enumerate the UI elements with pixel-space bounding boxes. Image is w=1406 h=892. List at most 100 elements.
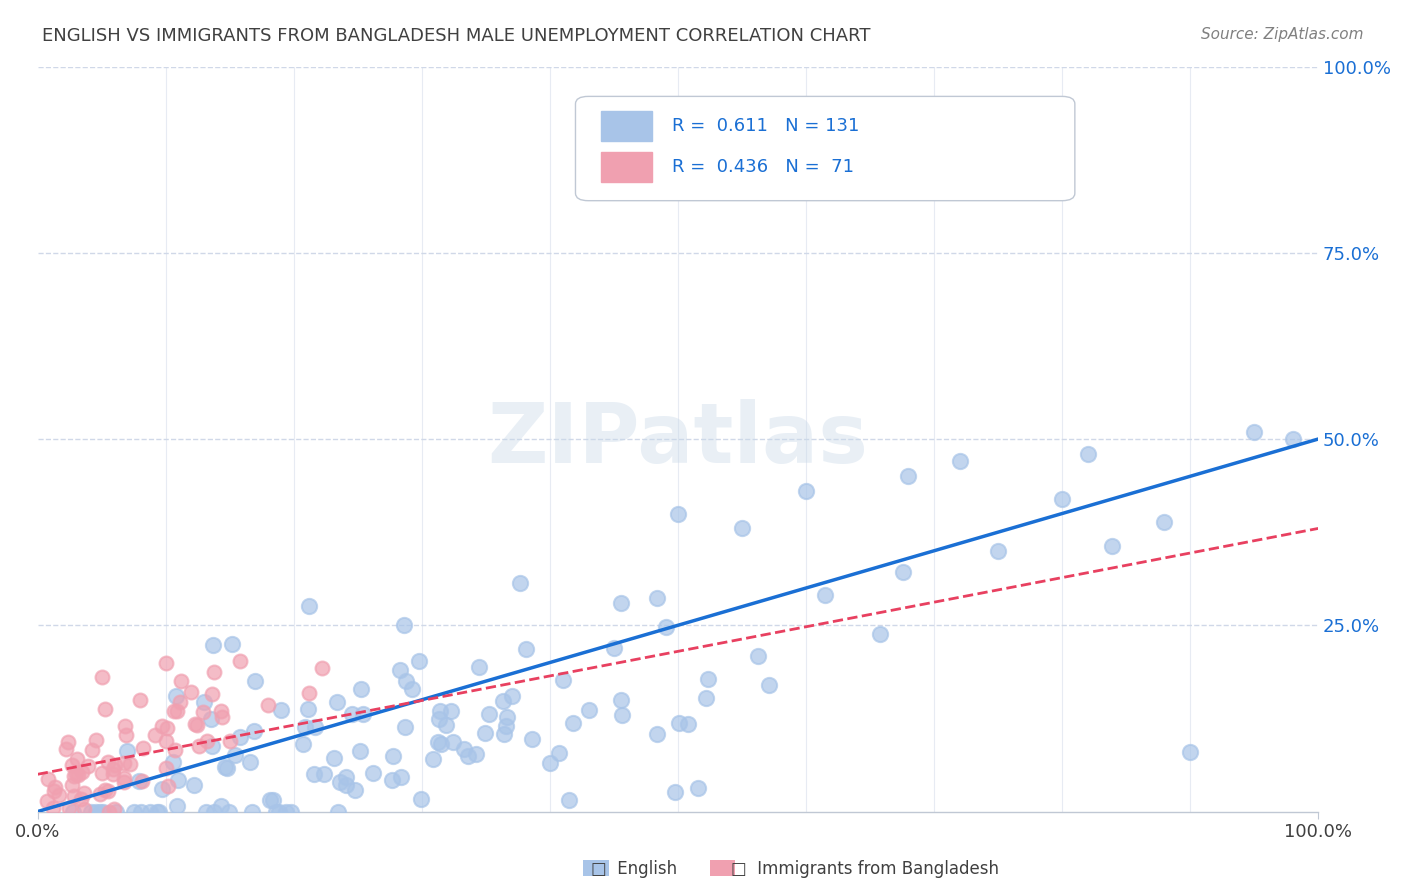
Immigrants from Bangladesh bbox=[163, 704, 186, 718]
English bbox=[496, 710, 519, 724]
English bbox=[259, 793, 281, 807]
English bbox=[302, 767, 325, 781]
English bbox=[229, 730, 252, 744]
Immigrants from Bangladesh bbox=[103, 802, 125, 816]
Immigrants from Bangladesh bbox=[76, 759, 98, 773]
English bbox=[602, 641, 624, 656]
English bbox=[326, 805, 349, 819]
English bbox=[193, 695, 215, 709]
Immigrants from Bangladesh bbox=[89, 787, 111, 801]
English bbox=[381, 749, 404, 764]
English bbox=[562, 715, 585, 730]
Immigrants from Bangladesh bbox=[101, 767, 124, 781]
Immigrants from Bangladesh bbox=[229, 654, 252, 668]
English bbox=[139, 805, 162, 819]
Immigrants from Bangladesh bbox=[256, 698, 278, 713]
English bbox=[495, 719, 517, 733]
English bbox=[350, 681, 373, 696]
Immigrants from Bangladesh bbox=[48, 789, 70, 803]
Text: ENGLISH VS IMMIGRANTS FROM BANGLADESH MALE UNEMPLOYMENT CORRELATION CHART: ENGLISH VS IMMIGRANTS FROM BANGLADESH MA… bbox=[42, 27, 870, 45]
Immigrants from Bangladesh bbox=[184, 717, 207, 731]
English bbox=[1077, 447, 1099, 461]
Immigrants from Bangladesh bbox=[101, 763, 124, 777]
Immigrants from Bangladesh bbox=[155, 734, 177, 748]
Immigrants from Bangladesh bbox=[37, 772, 59, 786]
English bbox=[422, 752, 444, 766]
Immigrants from Bangladesh bbox=[155, 761, 177, 775]
English bbox=[165, 689, 187, 703]
Text: Source: ZipAtlas.com: Source: ZipAtlas.com bbox=[1201, 27, 1364, 42]
English bbox=[1243, 425, 1265, 439]
English bbox=[201, 739, 224, 753]
English bbox=[1101, 539, 1123, 553]
English bbox=[335, 770, 357, 784]
English bbox=[897, 469, 920, 483]
English bbox=[467, 660, 489, 674]
Immigrants from Bangladesh bbox=[41, 801, 63, 815]
English bbox=[326, 696, 349, 710]
Immigrants from Bangladesh bbox=[311, 661, 333, 675]
English bbox=[695, 691, 717, 706]
English bbox=[610, 708, 633, 723]
Immigrants from Bangladesh bbox=[97, 783, 120, 797]
English bbox=[477, 706, 499, 721]
Immigrants from Bangladesh bbox=[35, 794, 58, 808]
English bbox=[276, 805, 298, 819]
Immigrants from Bangladesh bbox=[60, 758, 83, 772]
English bbox=[1281, 432, 1303, 446]
English bbox=[162, 755, 184, 769]
Immigrants from Bangladesh bbox=[90, 766, 112, 780]
English bbox=[814, 588, 837, 602]
English bbox=[492, 727, 515, 741]
English bbox=[457, 748, 479, 763]
Immigrants from Bangladesh bbox=[63, 789, 86, 803]
English bbox=[150, 782, 173, 797]
Immigrants from Bangladesh bbox=[67, 768, 90, 782]
English bbox=[664, 785, 686, 799]
English bbox=[201, 638, 224, 652]
English bbox=[522, 731, 544, 746]
English bbox=[492, 693, 515, 707]
English bbox=[342, 706, 364, 721]
Immigrants from Bangladesh bbox=[166, 704, 188, 718]
Immigrants from Bangladesh bbox=[94, 702, 117, 716]
English bbox=[214, 760, 236, 774]
Immigrants from Bangladesh bbox=[155, 656, 177, 670]
English bbox=[262, 793, 284, 807]
English bbox=[280, 805, 302, 819]
English bbox=[86, 805, 108, 819]
English bbox=[949, 454, 972, 468]
English bbox=[453, 742, 475, 756]
English bbox=[218, 805, 240, 819]
English bbox=[427, 735, 450, 749]
English bbox=[538, 756, 561, 770]
English bbox=[747, 648, 769, 663]
Immigrants from Bangladesh bbox=[152, 719, 174, 733]
English bbox=[408, 654, 430, 668]
English bbox=[335, 778, 357, 792]
English bbox=[731, 521, 754, 535]
Immigrants from Bangladesh bbox=[118, 756, 141, 771]
English bbox=[869, 627, 891, 641]
English bbox=[343, 783, 366, 797]
Text: ZIPatlas: ZIPatlas bbox=[488, 399, 869, 480]
English bbox=[361, 766, 384, 780]
English bbox=[79, 805, 101, 819]
English bbox=[304, 720, 326, 734]
English bbox=[264, 805, 287, 819]
English bbox=[668, 715, 690, 730]
English bbox=[209, 798, 232, 813]
English bbox=[349, 743, 371, 757]
English bbox=[183, 777, 205, 791]
English bbox=[224, 748, 246, 763]
English bbox=[409, 792, 432, 806]
English bbox=[610, 596, 633, 610]
English bbox=[240, 805, 263, 819]
English bbox=[666, 507, 689, 521]
English bbox=[440, 704, 463, 718]
Text: R =  0.436   N =  71: R = 0.436 N = 71 bbox=[672, 158, 853, 176]
Immigrants from Bangladesh bbox=[211, 710, 233, 724]
Immigrants from Bangladesh bbox=[201, 687, 224, 701]
English bbox=[474, 726, 496, 740]
English bbox=[389, 663, 412, 677]
